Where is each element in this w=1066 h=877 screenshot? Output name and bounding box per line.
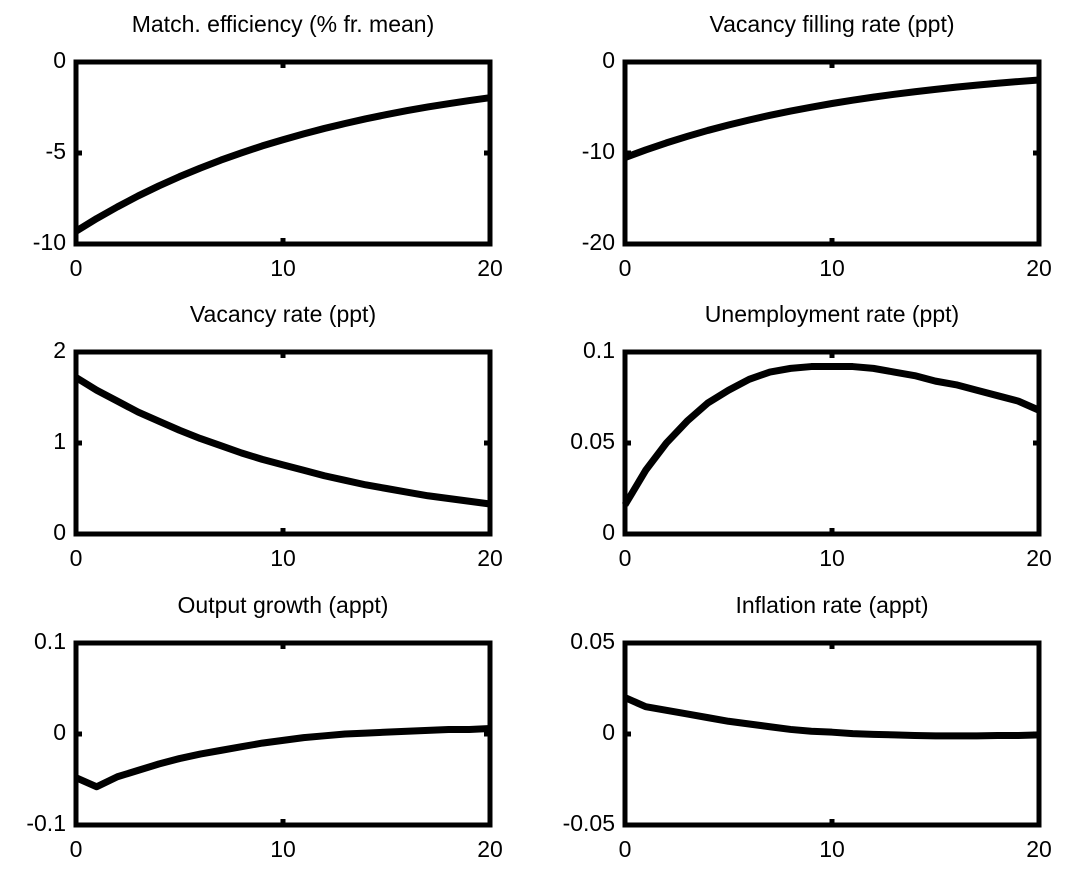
y-tick-label: -0.05	[563, 810, 615, 836]
y-tick-label: -10	[33, 229, 66, 255]
axes-frame	[73, 59, 493, 247]
y-tick-label: 0	[53, 519, 66, 545]
x-tick-label: 20	[477, 255, 503, 281]
x-tick-label: 10	[270, 836, 296, 862]
y-tick-label: 2	[53, 337, 66, 363]
axes-frame	[73, 640, 493, 828]
data-line	[74, 725, 491, 791]
y-tick-label: -0.1	[26, 810, 66, 836]
y-tick-label: -20	[582, 229, 615, 255]
subplot-title: Output growth (appt)	[178, 592, 389, 618]
axes-frame	[622, 640, 1042, 828]
x-tick-label: 0	[70, 836, 83, 862]
axes-frame	[622, 349, 1042, 537]
x-tick-label: 0	[70, 255, 83, 281]
x-tick-label: 0	[70, 545, 83, 571]
x-tick-label: 10	[819, 836, 845, 862]
axes-frame	[73, 349, 493, 537]
x-tick-label: 20	[1026, 836, 1052, 862]
y-tick-label: 0	[602, 47, 615, 73]
y-tick-label: 0.1	[34, 628, 66, 654]
y-tick-label: 0.05	[570, 628, 615, 654]
data-line	[623, 76, 1040, 161]
data-line	[74, 94, 491, 235]
y-tick-label: -10	[582, 138, 615, 164]
y-tick-label: 0	[53, 47, 66, 73]
subplot-title: Inflation rate (appt)	[735, 592, 928, 618]
x-tick-label: 20	[477, 836, 503, 862]
x-tick-label: 0	[619, 836, 632, 862]
x-tick-label: 10	[270, 545, 296, 571]
data-line	[621, 363, 1041, 507]
y-tick-label: 0	[53, 719, 66, 745]
x-tick-label: 20	[477, 545, 503, 571]
data-line	[623, 694, 1040, 740]
x-tick-label: 10	[270, 255, 296, 281]
y-tick-label: 0	[602, 519, 615, 545]
x-tick-label: 20	[1026, 255, 1052, 281]
y-tick-label: 1	[53, 428, 66, 454]
x-tick-label: 0	[619, 255, 632, 281]
axes-frame	[622, 59, 1042, 247]
y-tick-label: 0	[602, 719, 615, 745]
y-tick-label: 0.1	[583, 337, 615, 363]
x-tick-label: 0	[619, 545, 632, 571]
data-line	[74, 374, 491, 508]
subplot-title: Unemployment rate (ppt)	[705, 301, 959, 327]
x-tick-label: 10	[819, 545, 845, 571]
y-tick-label: -5	[46, 138, 66, 164]
subplot-title: Match. efficiency (% fr. mean)	[132, 11, 435, 37]
x-tick-label: 10	[819, 255, 845, 281]
subplot-title: Vacancy filling rate (ppt)	[709, 11, 954, 37]
y-tick-label: 0.05	[570, 428, 615, 454]
subplot-title: Vacancy rate (ppt)	[190, 301, 376, 327]
x-tick-label: 20	[1026, 545, 1052, 571]
